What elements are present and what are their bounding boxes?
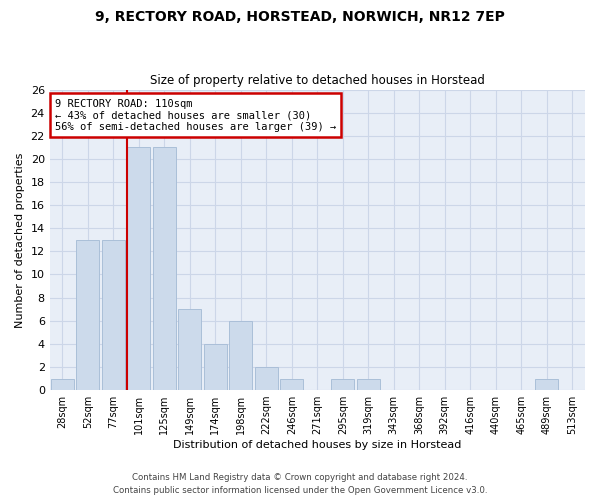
Bar	[331, 378, 354, 390]
Y-axis label: Number of detached properties: Number of detached properties	[15, 152, 25, 328]
Text: Contains HM Land Registry data © Crown copyright and database right 2024.
Contai: Contains HM Land Registry data © Crown c…	[113, 474, 487, 495]
Bar	[204, 344, 227, 390]
Text: 9, RECTORY ROAD, HORSTEAD, NORWICH, NR12 7EP: 9, RECTORY ROAD, HORSTEAD, NORWICH, NR12…	[95, 10, 505, 24]
Bar	[76, 240, 100, 390]
Bar	[153, 148, 176, 390]
Bar	[280, 378, 304, 390]
Bar	[178, 309, 202, 390]
Title: Size of property relative to detached houses in Horstead: Size of property relative to detached ho…	[150, 74, 485, 87]
Bar	[51, 378, 74, 390]
Bar	[255, 367, 278, 390]
Bar	[102, 240, 125, 390]
Bar	[229, 320, 253, 390]
X-axis label: Distribution of detached houses by size in Horstead: Distribution of detached houses by size …	[173, 440, 461, 450]
Bar	[357, 378, 380, 390]
Bar	[535, 378, 558, 390]
Text: 9 RECTORY ROAD: 110sqm
← 43% of detached houses are smaller (30)
56% of semi-det: 9 RECTORY ROAD: 110sqm ← 43% of detached…	[55, 98, 336, 132]
Bar	[127, 148, 151, 390]
